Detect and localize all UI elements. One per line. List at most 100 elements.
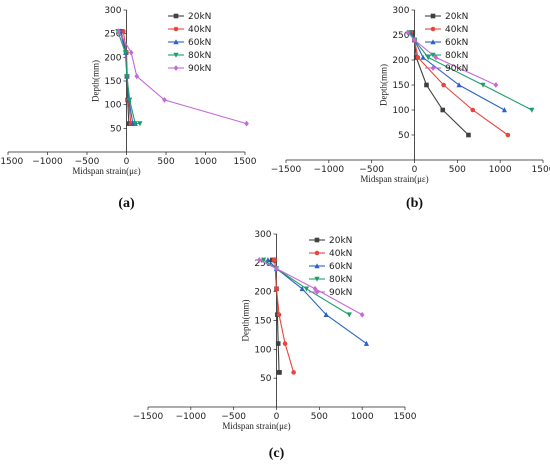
y-tick-label: 100 — [104, 101, 121, 111]
data-point-40kN — [470, 107, 476, 113]
data-point-90kN — [128, 49, 134, 56]
data-point-20kN — [440, 107, 446, 113]
legend-label: 40kN — [188, 25, 211, 35]
y-tick-label: 50 — [260, 374, 272, 384]
x-tick-label: −1000 — [176, 412, 207, 422]
y-tick-label: 50 — [398, 131, 410, 141]
legend-marker — [430, 52, 436, 58]
data-point-20kN — [277, 370, 282, 375]
series-line-80kN — [263, 259, 350, 316]
data-point-60kN — [420, 54, 426, 60]
data-point-90kN — [257, 257, 262, 263]
data-point-80kN — [122, 50, 128, 56]
y-tick-label: 200 — [392, 56, 409, 66]
x-tick-label: 0 — [412, 165, 418, 175]
data-point-90kN — [244, 120, 249, 127]
chart-panel-1: −1500 −1000 −500 0 500 1000 1500 50 100 150 200 250… — [0, 6, 257, 211]
data-point-90kN — [312, 285, 318, 292]
legend-label: 20kN — [329, 236, 352, 246]
legend-label: 60kN — [445, 38, 468, 48]
data-point-80kN — [303, 286, 310, 292]
y-axis-label: Depth(mm) — [241, 300, 251, 342]
panel-label: (a) — [118, 196, 135, 211]
data-point-90kN — [493, 82, 499, 88]
data-point-80kN — [425, 55, 431, 61]
data-point-80kN — [346, 312, 352, 318]
x-tick-label: 0 — [124, 157, 130, 167]
data-point-40kN — [415, 55, 421, 60]
chart-panel-3: −1500 −1000 −500 0 500 1000 1500 50 100 150 200 250… — [133, 230, 417, 461]
x-tick-label: 1500 — [532, 165, 550, 175]
y-axis-label: Depth(mm) — [91, 60, 101, 102]
legend: 20kN 40kN 60kN 80kN 90kN — [168, 12, 211, 74]
data-point-80kN — [132, 121, 138, 127]
data-point-90kN — [359, 311, 365, 318]
x-tick-label: 1000 — [194, 157, 217, 167]
y-tick-label: 300 — [254, 230, 271, 240]
data-point-60kN — [299, 285, 305, 292]
data-point-60kN — [265, 257, 271, 263]
y-tick-label: 150 — [392, 81, 409, 91]
data-point-90kN — [274, 265, 279, 272]
data-point-90kN — [134, 73, 140, 80]
x-axis-label: Midspan strain(με) — [72, 166, 140, 176]
x-tick-label: 0 — [274, 412, 280, 422]
panel-label: (b) — [406, 196, 423, 211]
series-line-80kN — [408, 32, 533, 111]
y-axis-label: Depth(mm) — [379, 64, 389, 106]
x-axis-label: Midspan strain(με) — [222, 421, 290, 431]
series-line-90kN — [259, 259, 363, 316]
legend-label: 60kN — [329, 262, 352, 272]
legend: 20kN 40kN 60kN 80kN 90kN — [425, 12, 468, 74]
data-point-90kN — [433, 54, 439, 61]
legend-marker — [430, 13, 436, 19]
legend-label: 90kN — [188, 64, 211, 74]
legend-label: 40kN — [329, 249, 352, 259]
y-tick-label: 200 — [254, 288, 271, 298]
y-tick-label: 100 — [254, 345, 271, 355]
data-point-40kN — [282, 341, 288, 346]
x-tick-label: 500 — [311, 412, 328, 422]
y-tick-label: 50 — [110, 124, 122, 134]
data-point-90kN — [116, 28, 121, 35]
data-point-80kN — [137, 121, 143, 127]
data-point-60kN — [501, 107, 508, 113]
legend-marker — [430, 65, 436, 71]
x-tick-label: 1500 — [394, 412, 417, 422]
legend-marker — [173, 52, 179, 58]
legend-label: 40kN — [445, 25, 468, 35]
legend-marker — [430, 26, 436, 32]
data-point-90kN — [412, 37, 417, 43]
data-point-60kN — [363, 340, 370, 346]
x-tick-label: −1500 — [133, 412, 164, 422]
data-point-90kN — [405, 29, 410, 36]
data-point-40kN — [276, 312, 282, 318]
legend-label: 20kN — [445, 12, 468, 22]
legend-marker — [173, 65, 179, 71]
data-point-40kN — [505, 132, 511, 138]
data-point-20kN — [424, 82, 429, 88]
y-tick-label: 150 — [254, 317, 271, 327]
x-tick-label: 500 — [157, 157, 174, 167]
x-tick-label: −1000 — [32, 157, 63, 167]
y-tick-label: 250 — [392, 31, 409, 41]
legend-marker — [173, 26, 179, 32]
x-tick-label: −1500 — [0, 157, 23, 167]
data-point-80kN — [261, 257, 267, 263]
legend-marker — [314, 289, 320, 295]
legend-label: 80kN — [329, 275, 352, 285]
data-point-80kN — [124, 73, 130, 80]
panel-label: (c) — [269, 446, 285, 461]
data-point-60kN — [456, 82, 462, 88]
data-point-80kN — [529, 107, 535, 113]
data-point-40kN — [441, 82, 446, 88]
data-point-40kN — [272, 257, 278, 263]
legend-marker — [314, 237, 320, 243]
legend: 20kN 40kN 60kN 80kN 90kN — [309, 236, 352, 298]
legend-marker — [173, 39, 179, 45]
chart-panel-2: −1500 −1000 −500 0 500 1000 1500 50 100 150 200 250… — [271, 6, 550, 211]
x-axis-label: Midspan strain(με) — [360, 174, 428, 184]
x-tick-label: 1500 — [234, 157, 257, 167]
legend-label: 20kN — [188, 12, 211, 22]
y-tick-label: 150 — [104, 77, 121, 87]
